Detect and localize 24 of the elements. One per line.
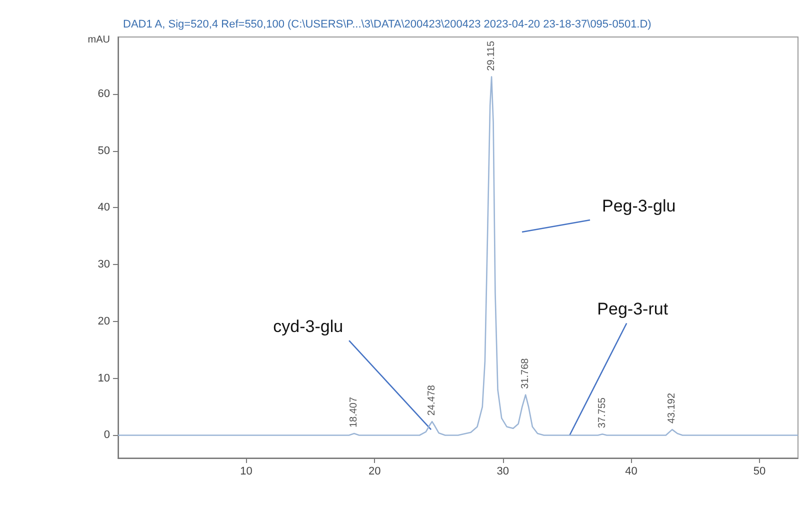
annotation: 29.115 bbox=[486, 40, 498, 71]
annotation: 24.478 bbox=[426, 384, 438, 416]
y-tick-label: 30 bbox=[98, 258, 110, 271]
chart-title: DAD1 A, Sig=520,4 Ref=550,100 (C:\USERS\P...\3\DATA\200423\200423 2023-04-20 23-18-37\095-0501.D) bbox=[123, 18, 652, 30]
annotation: 31.768 bbox=[520, 358, 532, 389]
annotation: Peg-3-rut bbox=[597, 300, 668, 319]
y-tick-label: 40 bbox=[98, 202, 110, 214]
x-tick-label: 30 bbox=[496, 466, 510, 478]
y-tick-label: 20 bbox=[98, 315, 110, 328]
annotation: 43.192 bbox=[666, 392, 678, 424]
annotation: 18.407 bbox=[348, 396, 360, 428]
x-tick-label: 20 bbox=[368, 466, 381, 478]
annotation: cyd-3-glu bbox=[273, 317, 344, 336]
annotation: 37.755 bbox=[596, 397, 608, 428]
line-series bbox=[117, 76, 799, 436]
annotation: Peg-3-glu bbox=[602, 196, 676, 216]
x-tick-label: 10 bbox=[240, 466, 252, 478]
y-tick-label: 10 bbox=[98, 372, 110, 384]
y-tick-label: 0 bbox=[104, 429, 110, 442]
x-tick-label: 50 bbox=[753, 466, 766, 478]
y-axis-title: mAU bbox=[88, 34, 110, 46]
y-tick-label: 50 bbox=[98, 144, 110, 157]
x-tick-label: 40 bbox=[625, 466, 638, 478]
y-tick-label: 60 bbox=[98, 88, 110, 100]
